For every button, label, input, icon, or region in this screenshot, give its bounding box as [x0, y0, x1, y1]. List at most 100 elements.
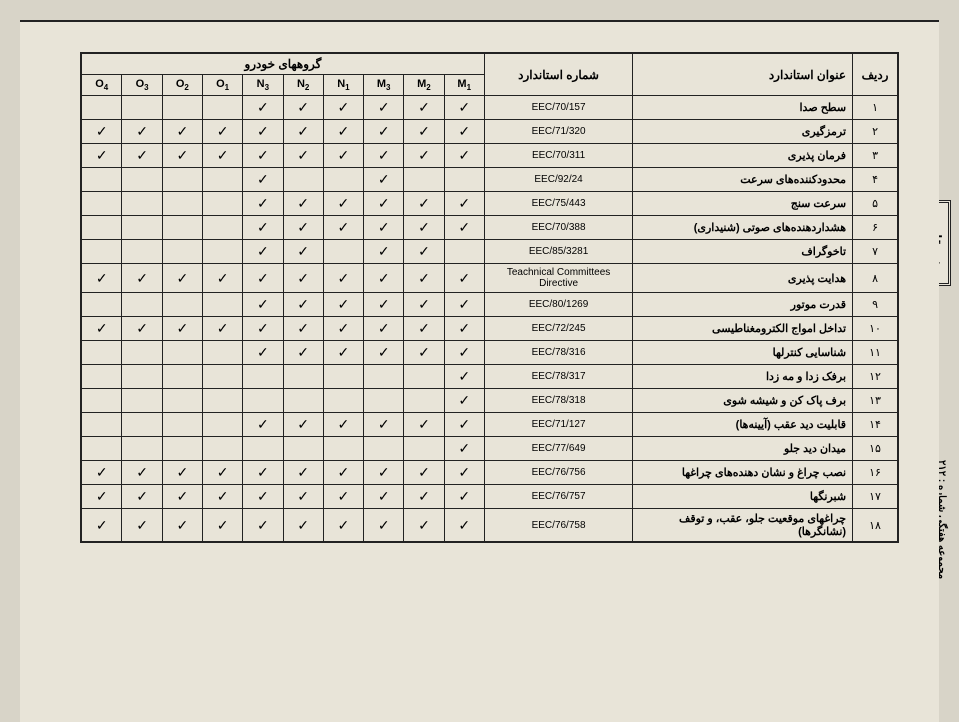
cell-check: ✓ — [243, 413, 283, 437]
cell-check — [81, 341, 122, 365]
cell-check: ✓ — [444, 461, 484, 485]
cell-check: ✓ — [404, 144, 444, 168]
cell-check — [81, 192, 122, 216]
col-o3: O3 — [122, 75, 162, 96]
cell-check: ✓ — [122, 144, 162, 168]
cell-check: ✓ — [404, 96, 444, 120]
cell-check: ✓ — [404, 317, 444, 341]
col-o4: O4 — [81, 75, 122, 96]
cell-check: ✓ — [444, 437, 484, 461]
cell-check: ✓ — [243, 317, 283, 341]
cell-check — [323, 365, 363, 389]
cell-std: 76/758/EEC — [484, 509, 632, 543]
cell-title: میدان دید جلو — [633, 437, 853, 461]
cell-check: ✓ — [444, 144, 484, 168]
cell-title: قدرت موتور — [633, 293, 853, 317]
cell-check: ✓ — [444, 264, 484, 293]
cell-check — [404, 437, 444, 461]
cell-check — [162, 389, 202, 413]
cell-rownum: ۶ — [853, 216, 898, 240]
cell-title: قابلیت دید عقب (آیینه‌ها) — [633, 413, 853, 437]
table-row: ۱۳برف پاک کن و شیشه شوی78/318/EEC✓ — [81, 389, 898, 413]
cell-check — [122, 389, 162, 413]
col-n2: N2 — [283, 75, 323, 96]
cell-check — [122, 365, 162, 389]
cell-check: ✓ — [323, 293, 363, 317]
table-body: ۱سطح صدا70/157/EEC✓✓✓✓✓✓۲ترمزگیری71/320/… — [81, 96, 898, 543]
cell-check: ✓ — [243, 240, 283, 264]
cell-check: ✓ — [162, 144, 202, 168]
cell-check: ✓ — [202, 461, 242, 485]
cell-check — [202, 96, 242, 120]
cell-check: ✓ — [243, 96, 283, 120]
cell-check: ✓ — [202, 120, 242, 144]
table-row: ۳فرمان پذیری70/311/EEC✓✓✓✓✓✓✓✓✓✓ — [81, 144, 898, 168]
cell-check: ✓ — [364, 293, 404, 317]
cell-title: ترمزگیری — [633, 120, 853, 144]
cell-check — [202, 437, 242, 461]
cell-check: ✓ — [323, 485, 363, 509]
cell-rownum: ۱۲ — [853, 365, 898, 389]
cell-std: 77/649/EEC — [484, 437, 632, 461]
cell-check: ✓ — [243, 293, 283, 317]
cell-check: ✓ — [283, 264, 323, 293]
cell-check: ✓ — [404, 461, 444, 485]
cell-rownum: ۸ — [853, 264, 898, 293]
cell-check — [162, 413, 202, 437]
cell-check: ✓ — [283, 293, 323, 317]
cell-check: ✓ — [323, 216, 363, 240]
cell-check — [81, 437, 122, 461]
cell-check — [404, 168, 444, 192]
cell-check — [122, 96, 162, 120]
cell-check — [243, 437, 283, 461]
cell-check: ✓ — [404, 509, 444, 543]
cell-check: ✓ — [283, 509, 323, 543]
cell-check: ✓ — [283, 96, 323, 120]
cell-check — [162, 293, 202, 317]
cell-check — [81, 96, 122, 120]
cell-check: ✓ — [404, 293, 444, 317]
cell-check: ✓ — [243, 144, 283, 168]
cell-check: ✓ — [444, 341, 484, 365]
col-n3: N3 — [243, 75, 283, 96]
cell-check — [202, 216, 242, 240]
cell-check — [364, 389, 404, 413]
cell-check — [202, 293, 242, 317]
col-m3: M3 — [364, 75, 404, 96]
cell-check: ✓ — [283, 461, 323, 485]
cell-rownum: ۱۱ — [853, 341, 898, 365]
cell-check: ✓ — [283, 120, 323, 144]
cell-std: 71/127/EEC — [484, 413, 632, 437]
cell-check — [162, 437, 202, 461]
cell-check — [202, 389, 242, 413]
cell-check: ✓ — [162, 509, 202, 543]
table-row: ۱۴قابلیت دید عقب (آیینه‌ها)71/127/EEC✓✓✓… — [81, 413, 898, 437]
cell-check: ✓ — [444, 389, 484, 413]
cell-check — [162, 341, 202, 365]
cell-std: 80/1269/EEC — [484, 293, 632, 317]
cell-check: ✓ — [81, 461, 122, 485]
col-o2: O2 — [162, 75, 202, 96]
cell-check: ✓ — [444, 365, 484, 389]
cell-rownum: ۱۷ — [853, 485, 898, 509]
cell-check: ✓ — [323, 144, 363, 168]
cell-check: ✓ — [81, 144, 122, 168]
cell-check — [283, 365, 323, 389]
cell-check: ✓ — [122, 317, 162, 341]
cell-check: ✓ — [323, 264, 363, 293]
cell-check: ✓ — [444, 216, 484, 240]
col-m1: M1 — [444, 75, 484, 96]
cell-check: ✓ — [162, 120, 202, 144]
cell-check: ✓ — [364, 96, 404, 120]
cell-check: ✓ — [283, 144, 323, 168]
cell-title: سطح صدا — [633, 96, 853, 120]
cell-check: ✓ — [364, 216, 404, 240]
cell-check: ✓ — [202, 509, 242, 543]
cell-rownum: ۳ — [853, 144, 898, 168]
cell-check: ✓ — [364, 485, 404, 509]
cell-check: ✓ — [364, 264, 404, 293]
cell-title: تاخوگراف — [633, 240, 853, 264]
cell-std: 70/311/EEC — [484, 144, 632, 168]
cell-rownum: ۱ — [853, 96, 898, 120]
cell-title: نصب چراغ و نشان دهنده‌های چراغها — [633, 461, 853, 485]
